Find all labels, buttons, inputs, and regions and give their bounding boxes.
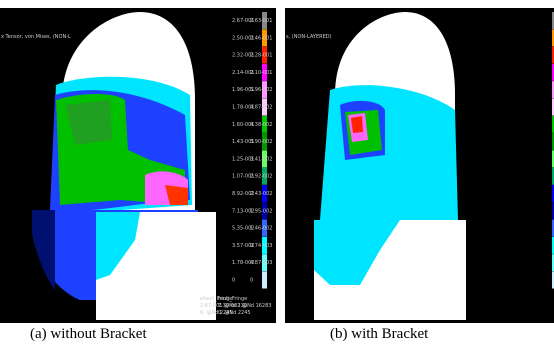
legend-label: 0: [232, 278, 235, 284]
legend-swatch: [552, 98, 554, 116]
legend-swatch: [262, 202, 267, 220]
legend-label: 2.92-002: [250, 174, 272, 180]
legend-swatch: [552, 236, 554, 254]
legend-swatch: [262, 63, 267, 81]
legend-swatch: [262, 219, 267, 237]
header: x Tensor, von Mises, (NON-L: [1, 34, 71, 40]
legend-swatch: [552, 185, 554, 202]
legend-swatch: [552, 63, 554, 81]
legend-label: 2.28-001: [250, 53, 272, 59]
footer: 0. @Nd 2245: [218, 310, 251, 316]
legend-swatch: [262, 254, 267, 272]
legend-swatch: [552, 202, 554, 220]
legend-label: 2.14-001: [232, 70, 254, 76]
contour: [32, 210, 55, 290]
legend-label: 2.50-001: [232, 35, 254, 41]
legend-label: 2.46-001: [250, 35, 272, 41]
legend-label: 3.90-002: [250, 139, 272, 145]
legend-swatch: [262, 12, 267, 29]
legend-swatch: [552, 150, 554, 168]
legend-swatch: [552, 46, 554, 64]
legend-label: 5.96-002: [250, 87, 272, 93]
legend-label: 2.10-001: [250, 70, 272, 76]
legend-label: 1.78-001: [232, 105, 254, 111]
caption: (b) with Bracket: [330, 326, 429, 342]
legend-label: 7.13-002: [232, 208, 254, 214]
contour: [351, 116, 363, 133]
footer: efault_Fringe: [200, 296, 232, 302]
legend-label: 1.07-001: [232, 174, 254, 180]
legend-label: 2.43-002: [250, 191, 272, 197]
legend-label: 1.43-001: [232, 139, 254, 145]
header: s, (NON-LAYERED): [286, 34, 332, 40]
legend-label: 8.92-002: [232, 191, 254, 197]
footer: 0. @Nd 2245: [200, 310, 233, 316]
legend-label: 1.60-001: [232, 122, 254, 128]
legend-label: 3.41-002: [250, 156, 272, 162]
legend-swatch: [262, 150, 267, 168]
legend-label: 1.46-002: [250, 226, 272, 232]
contour: [314, 220, 400, 285]
legend-swatch: [552, 167, 554, 185]
legend-swatch: [262, 115, 267, 133]
footer: 2.67-001 @Nd 130: [200, 303, 247, 309]
legend-swatch: [262, 236, 267, 254]
contour: [65, 100, 112, 145]
legend-swatch: [262, 98, 267, 116]
legend-swatch: [552, 271, 554, 289]
legend-label: 2.63-001: [250, 18, 272, 24]
legend-label: 1.25-001: [232, 156, 254, 162]
legend-label: 1.95-002: [250, 208, 272, 214]
legend-swatch: [552, 133, 554, 151]
legend-label: 1.96-001: [232, 87, 254, 93]
legend-swatch: [552, 81, 554, 99]
legend-label: 4.87-002: [250, 105, 272, 111]
legend-label: 1.78-002: [232, 260, 254, 266]
legend-swatch: [552, 12, 554, 29]
legend-label: 2.67-001: [232, 18, 254, 24]
legend-label: 5.35-002: [232, 226, 254, 232]
legend-swatch: [552, 219, 554, 237]
legend-swatch: [552, 115, 554, 133]
legend-swatch: [262, 185, 267, 202]
contour: [96, 212, 140, 280]
legend-label: 4.38-002: [250, 122, 272, 128]
legend-label: 3.57-002: [232, 243, 254, 249]
legend-label: 4.87-003: [250, 260, 272, 266]
caption: (a) without Bracket: [30, 326, 147, 342]
legend-swatch: [262, 167, 267, 185]
legend-swatch: [552, 254, 554, 272]
legend-label: 9.74-003: [250, 243, 272, 249]
contour: [165, 185, 188, 205]
legend-label: 0: [250, 278, 253, 284]
footer: fault_Fringe: [218, 296, 247, 302]
footer: 7.30-002 @Nd 16283: [218, 303, 271, 309]
legend-swatch: [262, 133, 267, 151]
legend-label: 2.32-001: [232, 53, 254, 59]
legend-swatch: [262, 271, 267, 289]
legend-swatch: [552, 29, 554, 47]
legend-swatch: [262, 29, 267, 47]
legend-swatch: [262, 46, 267, 64]
legend-swatch: [262, 81, 267, 99]
